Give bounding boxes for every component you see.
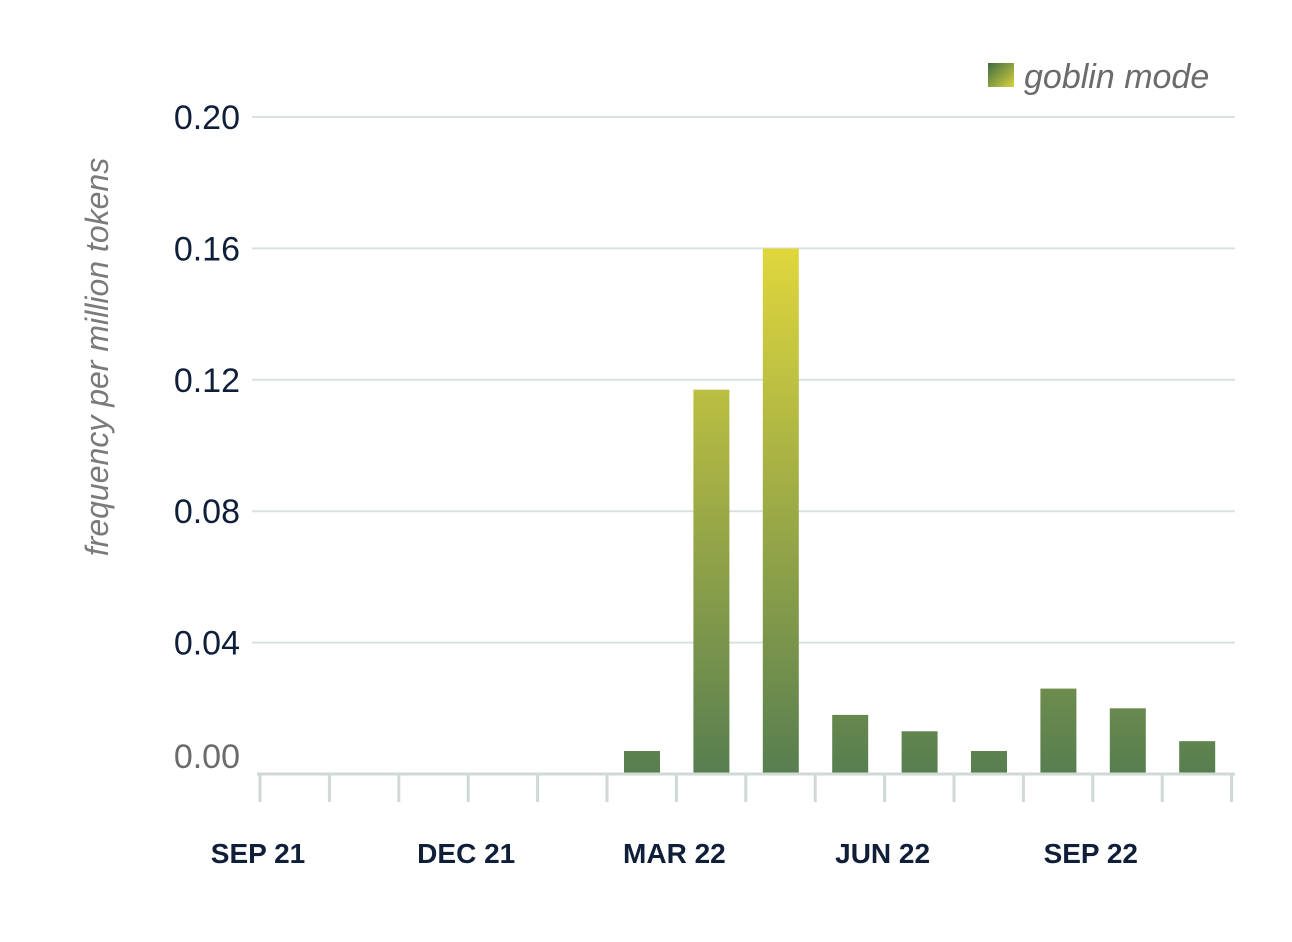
- legend-label: goblin mode: [1024, 58, 1209, 96]
- x-tick-label: JUN 22: [835, 838, 930, 869]
- x-tick-label: DEC 21: [417, 838, 515, 869]
- bar: [1109, 708, 1146, 774]
- x-tick-label: MAR 22: [623, 838, 726, 869]
- bar: [901, 731, 938, 774]
- x-tick-label: SEP 22: [1044, 838, 1138, 869]
- y-tick-label: 0.12: [174, 362, 240, 400]
- y-tick-label: 0.04: [174, 625, 240, 663]
- y-tick-label: 0.16: [174, 230, 240, 268]
- bar: [624, 751, 660, 774]
- legend: goblin mode: [988, 58, 1209, 96]
- bar: [832, 714, 869, 774]
- x-tick-label: SEP 21: [211, 838, 305, 869]
- bar: [762, 248, 799, 774]
- bar: [1040, 688, 1077, 774]
- bar: [971, 751, 1007, 774]
- bar: [693, 389, 730, 774]
- bar: [1179, 741, 1216, 774]
- y-tick-label: 0.00: [174, 738, 240, 776]
- y-axis-label: frequency per million tokens: [79, 158, 115, 556]
- y-tick-label: 0.20: [174, 99, 240, 137]
- y-tick-label: 0.08: [174, 493, 240, 531]
- legend-swatch: [988, 63, 1014, 87]
